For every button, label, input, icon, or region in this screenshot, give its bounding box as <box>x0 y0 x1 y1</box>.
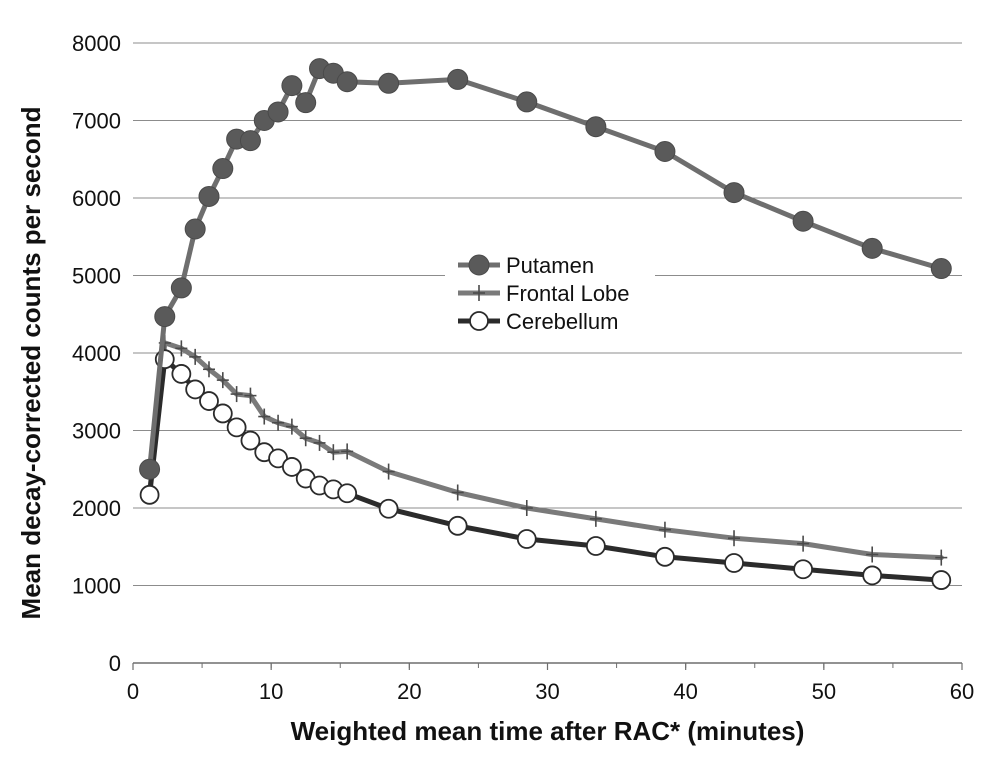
frontal-lobe-point <box>728 530 741 547</box>
putamen-point <box>281 75 303 97</box>
cerebellum-point <box>378 498 399 519</box>
putamen-point <box>139 458 161 480</box>
putamen-point <box>516 91 538 113</box>
x-tick-label: 30 <box>535 679 559 704</box>
putamen-point <box>295 92 317 114</box>
frontal-lobe-point <box>285 418 298 435</box>
y-tick-label: 8000 <box>72 31 121 56</box>
cerebellum-point <box>240 430 261 451</box>
putamen-point <box>930 258 952 280</box>
cerebellum-point <box>793 559 814 580</box>
frontal-lobe-point <box>797 535 810 552</box>
putamen-point <box>184 218 206 240</box>
putamen-point <box>723 182 745 204</box>
cerebellum-point <box>862 565 883 586</box>
series-frontal-lobe <box>143 334 948 566</box>
x-tick-label: 50 <box>812 679 836 704</box>
frontal-lobe-point <box>382 463 395 480</box>
series-putamen <box>139 58 952 480</box>
frontal-lobe-point <box>935 549 948 566</box>
cerebellum-point <box>185 379 206 400</box>
putamen-point <box>170 277 192 299</box>
cerebellum-point <box>516 529 537 549</box>
frontal-lobe-point <box>258 408 271 425</box>
frontal-lobe-point <box>327 444 340 461</box>
y-tick-label: 1000 <box>72 574 121 599</box>
legend: Putamen Frontal Lobe Cerebellum <box>445 248 655 340</box>
putamen-point <box>447 68 469 90</box>
frontal-lobe-point <box>313 434 326 451</box>
y-axis-title: Mean decay-corrected counts per second <box>16 107 46 620</box>
frontal-lobe-point <box>866 546 879 563</box>
cerebellum-point <box>337 483 358 504</box>
axes: 0 1000 2000 3000 4000 5000 6000 7000 8000 0 10 20 30… <box>72 31 974 704</box>
frontal-lobe-point <box>658 521 671 538</box>
putamen-point <box>212 158 234 180</box>
y-tick-label: 2000 <box>72 496 121 521</box>
legend-frontal-lobe-point <box>473 285 485 301</box>
cerebellum-point <box>447 515 468 536</box>
putamen-point <box>792 210 814 232</box>
frontal-lobe-point <box>244 387 257 404</box>
y-tick-label: 6000 <box>72 186 121 211</box>
y-tick-label: 0 <box>109 651 121 676</box>
putamen-point <box>336 71 358 93</box>
cerebellum-point <box>281 457 302 477</box>
legend-item-putamen: Putamen <box>458 253 594 278</box>
x-tick-label: 10 <box>259 679 283 704</box>
legend-cerebellum-point <box>469 311 489 331</box>
frontal-lobe-point <box>272 414 285 431</box>
frontal-lobe-point <box>202 361 215 378</box>
putamen-point <box>198 185 220 207</box>
cerebellum-point <box>226 417 247 438</box>
putamen-point <box>378 72 400 94</box>
x-tick-label: 0 <box>127 679 139 704</box>
cerebellum-point <box>212 403 233 424</box>
frontal-lobe-point <box>230 386 243 403</box>
frontal-lobe-point <box>341 443 354 460</box>
legend-label-cerebellum: Cerebellum <box>506 309 619 334</box>
frontal-lobe-point <box>451 484 464 501</box>
y-tick-label: 4000 <box>72 341 121 366</box>
legend-item-cerebellum: Cerebellum <box>458 309 619 334</box>
putamen-point <box>154 306 176 328</box>
cerebellum-point <box>655 546 675 567</box>
legend-label-putamen: Putamen <box>506 253 594 278</box>
x-axis-title: Weighted mean time after RAC* (minutes) <box>291 716 805 746</box>
putamen-point <box>861 237 883 259</box>
y-tick-label: 3000 <box>72 419 121 444</box>
legend-label-frontal-lobe: Frontal Lobe <box>506 281 630 306</box>
y-tick-label: 7000 <box>72 109 121 134</box>
frontal-lobe-point <box>520 500 533 516</box>
putamen-point <box>654 141 676 162</box>
frontal-lobe-point <box>589 510 602 527</box>
putamen-point <box>239 130 261 152</box>
cerebellum-point <box>199 391 219 411</box>
cerebellum-point <box>585 536 606 556</box>
cerebellum-point <box>139 484 160 505</box>
series-layer <box>139 58 952 590</box>
putamen-point <box>585 116 607 138</box>
legend-putamen-point <box>468 254 490 276</box>
legend-item-frontal-lobe: Frontal Lobe <box>458 281 630 306</box>
cerebellum-point <box>724 553 744 573</box>
series-cerebellum <box>139 349 952 590</box>
y-tick-label: 5000 <box>72 264 121 289</box>
x-tick-label: 20 <box>397 679 421 704</box>
x-tick-label: 60 <box>950 679 974 704</box>
frontal-lobe-point <box>189 348 202 365</box>
frontal-lobe-point <box>299 430 312 447</box>
putamen-point <box>267 101 289 123</box>
cerebellum-point <box>931 570 952 590</box>
frontal-lobe-point <box>175 340 188 357</box>
cerebellum-point <box>171 364 192 384</box>
x-tick-label: 40 <box>673 679 697 704</box>
series-line-frontal-lobe <box>147 340 944 561</box>
frontal-lobe-point <box>216 372 229 389</box>
